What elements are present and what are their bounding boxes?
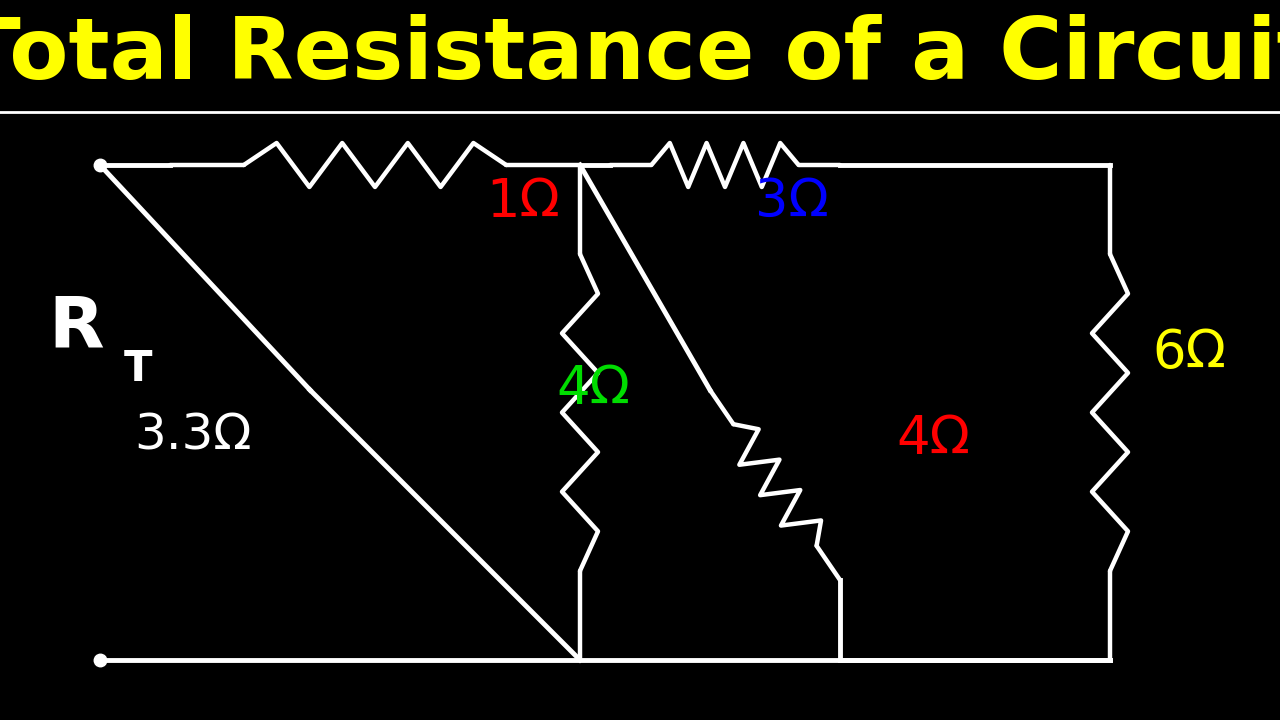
Text: 4Ω: 4Ω [896, 413, 970, 465]
Text: R: R [49, 293, 104, 362]
Text: T: T [124, 348, 152, 390]
Text: 3.3Ω: 3.3Ω [134, 412, 252, 459]
Text: 1Ω: 1Ω [486, 176, 561, 228]
Text: 6Ω: 6Ω [1152, 327, 1226, 379]
Text: 4Ω: 4Ω [557, 363, 631, 415]
Text: Total Resistance of a Circuit: Total Resistance of a Circuit [0, 14, 1280, 97]
Text: 3Ω: 3Ω [755, 176, 829, 228]
